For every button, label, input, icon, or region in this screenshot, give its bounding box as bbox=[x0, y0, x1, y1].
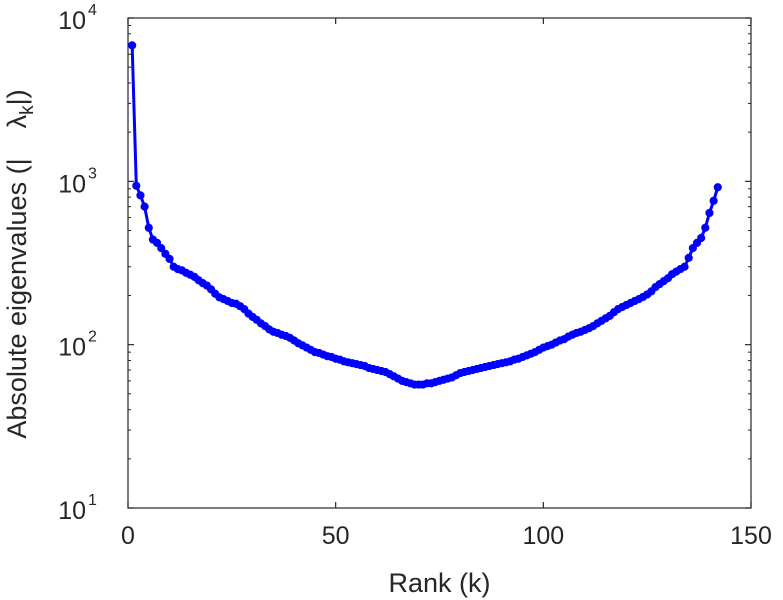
data-point bbox=[152, 238, 162, 247]
data-point bbox=[165, 254, 174, 264]
data-point bbox=[157, 244, 166, 253]
y-tick-exponent: 1 bbox=[88, 492, 97, 509]
x-tick-label: 100 bbox=[522, 522, 564, 550]
data-point bbox=[701, 223, 710, 232]
y-axis-label-main: Absolute eigenvalues (| bbox=[2, 128, 32, 438]
plot-frame bbox=[127, 17, 752, 509]
y-tick-exponent: 4 bbox=[88, 2, 97, 19]
data-point bbox=[132, 181, 141, 190]
y-tick-label: 10 bbox=[58, 334, 86, 362]
x-axis-title: Rank (k) bbox=[388, 568, 490, 598]
y-axis-label-subscript: k bbox=[17, 105, 38, 115]
y-axis-label-symbol: λ bbox=[2, 114, 32, 128]
y-tick-exponent: 3 bbox=[88, 165, 97, 182]
y-tick-label: 10 bbox=[58, 170, 86, 198]
y-axis-label-suffix: |) bbox=[2, 89, 32, 105]
data-point bbox=[144, 223, 153, 232]
y-tick-label: 10 bbox=[58, 7, 86, 35]
data-point bbox=[684, 253, 693, 262]
y-axis-title: Absolute eigenvalues (| λk|) bbox=[2, 89, 38, 438]
y-tick-exponent: 2 bbox=[88, 329, 97, 346]
data-point bbox=[680, 262, 689, 271]
x-tick-label: 0 bbox=[121, 522, 135, 550]
data-point bbox=[705, 208, 714, 218]
data-point bbox=[697, 233, 706, 243]
series-layer bbox=[128, 41, 722, 389]
data-point bbox=[709, 196, 718, 205]
y-axis-label: Absolute eigenvalues (| λk|) bbox=[2, 89, 38, 438]
series-line bbox=[130, 45, 720, 387]
x-tick-label: 50 bbox=[322, 522, 350, 550]
axes-box bbox=[127, 17, 752, 509]
y-tick-label: 10 bbox=[58, 497, 86, 525]
data-point bbox=[128, 41, 137, 50]
data-point bbox=[688, 244, 697, 253]
data-point bbox=[136, 191, 145, 200]
data-point bbox=[140, 202, 149, 211]
x-tick-label: 150 bbox=[730, 522, 772, 550]
x-axis: 0 50 100 150 bbox=[121, 18, 772, 550]
data-point bbox=[713, 183, 722, 192]
